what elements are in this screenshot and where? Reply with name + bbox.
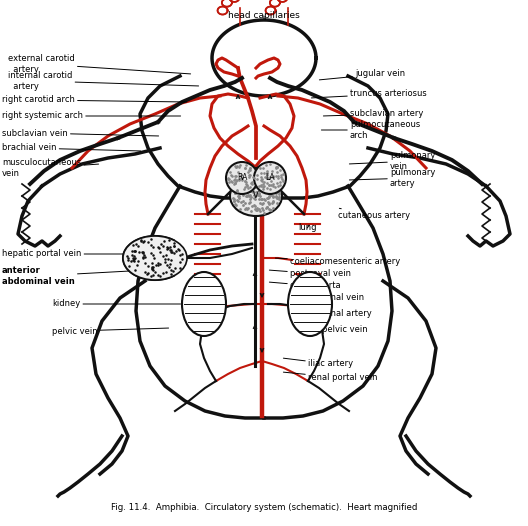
Circle shape <box>254 162 286 194</box>
Text: LA: LA <box>265 174 275 183</box>
Text: truncus arteriosus: truncus arteriosus <box>312 89 427 98</box>
Text: head capillaries: head capillaries <box>228 12 300 21</box>
Text: hepatic portal vein: hepatic portal vein <box>2 249 127 258</box>
Text: internal carotid
  artery: internal carotid artery <box>8 72 199 90</box>
Text: subclavian vein: subclavian vein <box>2 128 158 137</box>
Ellipse shape <box>230 176 282 216</box>
Text: musculocutaneous
vein: musculocutaneous vein <box>2 158 99 178</box>
Text: iliac artery: iliac artery <box>284 358 353 369</box>
Text: right systemic arch: right systemic arch <box>2 112 181 120</box>
Circle shape <box>226 162 258 194</box>
Text: right carotid arch: right carotid arch <box>2 96 186 105</box>
Text: jugular vein: jugular vein <box>319 69 405 80</box>
Ellipse shape <box>288 272 332 336</box>
Text: renal artery: renal artery <box>309 309 372 319</box>
Text: subclavian artery: subclavian artery <box>323 109 423 118</box>
Text: pulmocutaneous
arch: pulmocutaneous arch <box>322 120 420 140</box>
Text: RA: RA <box>237 174 247 183</box>
Text: renal portal vein: renal portal vein <box>284 372 378 382</box>
Text: anterior
abdominal vein: anterior abdominal vein <box>2 266 129 286</box>
Text: kidney: kidney <box>52 299 181 309</box>
Text: pelvic vein: pelvic vein <box>312 326 367 335</box>
Text: brachial vein: brachial vein <box>2 144 140 153</box>
Text: renal vein: renal vein <box>309 294 364 304</box>
Text: pulmonary
vein: pulmonary vein <box>350 151 436 171</box>
Ellipse shape <box>182 272 226 336</box>
Text: lung: lung <box>298 224 316 232</box>
Ellipse shape <box>123 236 187 280</box>
Text: pelvic vein: pelvic vein <box>52 327 168 336</box>
Text: postcaval vein: postcaval vein <box>269 269 351 278</box>
Text: pulmonary
artery: pulmonary artery <box>350 168 436 188</box>
Text: Fig. 11.4.  Amphibia.  Circulatory system (schematic).  Heart magnified: Fig. 11.4. Amphibia. Circulatory system … <box>111 503 417 512</box>
Text: coeliacomesenteric artery: coeliacomesenteric artery <box>276 258 400 267</box>
Text: cutaneous artery: cutaneous artery <box>338 208 410 220</box>
Text: V: V <box>253 191 259 200</box>
Text: dorsal aorta: dorsal aorta <box>269 281 341 290</box>
Text: external carotid
  artery: external carotid artery <box>8 54 191 74</box>
